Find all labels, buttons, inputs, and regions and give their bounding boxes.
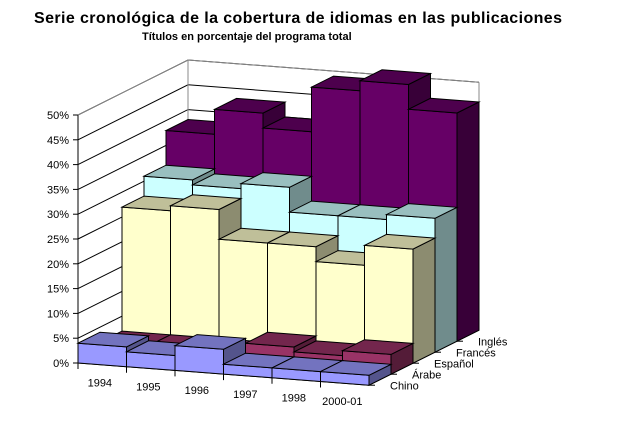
series-chino (76, 331, 393, 387)
bar-front (218, 238, 268, 353)
bar-front (121, 206, 171, 346)
series-label: Chino (390, 381, 419, 393)
bar-top (265, 231, 340, 248)
y-tick-label: 10% (47, 308, 69, 320)
y-tick-label: 40% (47, 160, 69, 172)
x-tick-label: 1995 (136, 381, 160, 393)
bar-top (212, 97, 287, 114)
bar-side (412, 237, 436, 365)
y-tick-label: 35% (47, 184, 69, 196)
y-tick-label: 30% (47, 209, 69, 221)
y-tick-label: 50% (47, 110, 69, 122)
series-label: Inglés (478, 337, 508, 349)
bar-top (239, 172, 314, 188)
series-label: Francés (456, 348, 496, 360)
chart-subtitle: Títulos en porcentaje del programa total (142, 31, 352, 43)
x-tick-label: 1998 (282, 392, 306, 404)
y-tick-label: 20% (47, 259, 69, 271)
series-español (120, 194, 437, 365)
y-tick-label: 0% (53, 358, 69, 370)
bar-top (340, 339, 415, 355)
y-tick-label: 15% (47, 284, 69, 296)
bar-side (434, 206, 458, 354)
bar-front (174, 345, 224, 375)
bar-top (318, 360, 393, 376)
x-tick-label: 1997 (233, 389, 257, 401)
y-tick-label: 25% (47, 234, 69, 246)
chart-title: Serie cronológica de la cobertura de idi… (34, 10, 563, 27)
bar-side (456, 101, 480, 343)
bars (76, 69, 481, 387)
bar-front (170, 205, 220, 349)
bar-top (142, 164, 217, 181)
bar-top (173, 334, 248, 350)
bar-top (384, 203, 459, 219)
bar-top (76, 331, 151, 348)
x-tick-label: 1996 (185, 385, 209, 397)
bar-top (358, 69, 433, 86)
x-tick-label: 1994 (88, 378, 112, 390)
series-label: Español (434, 359, 474, 371)
bar-top (406, 97, 481, 114)
y-tick-label: 5% (53, 333, 69, 345)
bar-top (362, 233, 437, 250)
series-label: Árabe (412, 369, 441, 382)
y-tick-label: 45% (47, 135, 69, 147)
bar-top (243, 331, 318, 348)
x-tick-label: 2000-01 (322, 396, 362, 408)
bar-top (168, 194, 243, 211)
